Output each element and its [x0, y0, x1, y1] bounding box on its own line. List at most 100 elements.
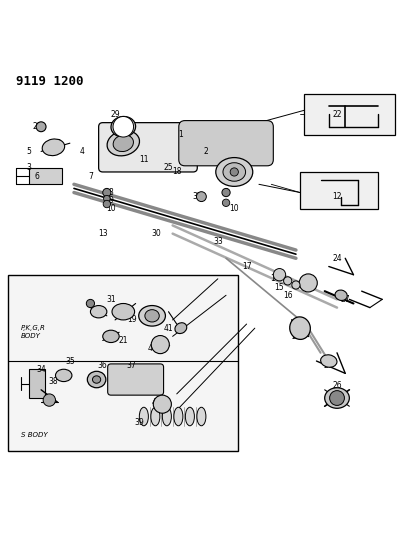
- Ellipse shape: [92, 376, 101, 383]
- Ellipse shape: [197, 407, 206, 426]
- Text: 31: 31: [106, 295, 116, 304]
- FancyBboxPatch shape: [179, 120, 273, 166]
- Text: 11: 11: [139, 155, 149, 164]
- Text: 23: 23: [291, 332, 301, 341]
- Text: 41: 41: [164, 324, 173, 333]
- Text: 6: 6: [35, 172, 39, 181]
- Text: 36: 36: [98, 361, 108, 370]
- Ellipse shape: [162, 407, 171, 426]
- Circle shape: [104, 196, 110, 202]
- Ellipse shape: [290, 317, 310, 340]
- Bar: [300, 172, 378, 209]
- Ellipse shape: [139, 407, 148, 426]
- Ellipse shape: [139, 305, 165, 326]
- Ellipse shape: [175, 323, 187, 334]
- Circle shape: [113, 117, 134, 137]
- Text: 29: 29: [110, 110, 120, 119]
- Circle shape: [292, 281, 300, 289]
- Text: 5: 5: [26, 147, 31, 156]
- Circle shape: [43, 394, 55, 406]
- Ellipse shape: [185, 407, 194, 426]
- Ellipse shape: [107, 131, 139, 156]
- Text: 2: 2: [203, 147, 208, 156]
- Text: 24: 24: [332, 254, 342, 263]
- Text: 15: 15: [275, 282, 284, 292]
- Text: 32: 32: [192, 192, 202, 201]
- Text: 28: 28: [32, 122, 42, 131]
- Text: 34: 34: [36, 365, 46, 374]
- Circle shape: [86, 300, 95, 308]
- Text: 10: 10: [106, 205, 116, 213]
- Ellipse shape: [174, 407, 183, 426]
- Text: 4: 4: [80, 147, 85, 156]
- Circle shape: [103, 188, 111, 197]
- Text: 19: 19: [127, 316, 136, 325]
- Text: 20: 20: [151, 316, 161, 325]
- Ellipse shape: [113, 135, 134, 151]
- Text: 3: 3: [26, 163, 31, 172]
- Text: 16: 16: [283, 291, 293, 300]
- Text: 18: 18: [172, 167, 182, 176]
- Ellipse shape: [151, 407, 160, 426]
- FancyBboxPatch shape: [99, 123, 197, 172]
- Circle shape: [153, 395, 171, 413]
- Text: 8: 8: [109, 188, 113, 197]
- Circle shape: [273, 269, 286, 281]
- Bar: [29, 168, 62, 184]
- Text: 1: 1: [178, 131, 183, 140]
- Circle shape: [151, 336, 169, 353]
- Ellipse shape: [223, 163, 245, 181]
- Ellipse shape: [325, 387, 349, 408]
- Bar: [8, 274, 238, 451]
- Bar: [304, 94, 395, 135]
- Circle shape: [330, 391, 344, 406]
- Text: 27: 27: [340, 295, 350, 304]
- Text: 9: 9: [109, 196, 113, 205]
- Ellipse shape: [90, 305, 107, 318]
- Circle shape: [284, 277, 292, 285]
- Ellipse shape: [321, 355, 337, 367]
- Circle shape: [299, 274, 317, 292]
- Ellipse shape: [42, 139, 65, 156]
- Text: 14: 14: [270, 274, 280, 284]
- Text: 24: 24: [324, 361, 334, 370]
- Text: 7: 7: [88, 172, 93, 181]
- Text: 39: 39: [135, 418, 145, 427]
- Text: 38: 38: [48, 377, 58, 386]
- Text: 37: 37: [127, 361, 136, 370]
- Text: 30: 30: [151, 229, 161, 238]
- Text: 33: 33: [213, 237, 223, 246]
- Text: 9119 1200: 9119 1200: [16, 75, 84, 88]
- Text: P,K,G,R: P,K,G,R: [21, 325, 46, 331]
- Text: 7: 7: [55, 139, 60, 148]
- Text: S BODY: S BODY: [21, 432, 47, 438]
- Text: BODY: BODY: [21, 333, 40, 340]
- Circle shape: [196, 192, 206, 201]
- Circle shape: [222, 199, 230, 206]
- Text: 35: 35: [65, 357, 75, 366]
- Text: 40: 40: [147, 344, 157, 353]
- Ellipse shape: [103, 330, 119, 343]
- Text: 8: 8: [224, 188, 229, 197]
- Ellipse shape: [111, 117, 136, 137]
- Ellipse shape: [216, 158, 253, 187]
- Text: 22: 22: [332, 110, 342, 119]
- Ellipse shape: [87, 372, 106, 387]
- Text: 17: 17: [242, 262, 252, 271]
- Ellipse shape: [55, 369, 72, 382]
- Circle shape: [222, 188, 230, 197]
- Text: 10: 10: [229, 205, 239, 213]
- Text: 21: 21: [118, 336, 128, 345]
- Ellipse shape: [230, 168, 238, 176]
- Ellipse shape: [112, 303, 135, 320]
- Circle shape: [36, 122, 46, 132]
- Text: 40: 40: [151, 398, 161, 407]
- Text: 13: 13: [98, 229, 108, 238]
- Text: 12: 12: [332, 192, 342, 201]
- Text: 25: 25: [164, 163, 173, 172]
- Ellipse shape: [145, 310, 159, 322]
- Bar: [29, 369, 45, 398]
- FancyBboxPatch shape: [108, 364, 164, 395]
- Circle shape: [103, 200, 111, 208]
- Text: 26: 26: [332, 381, 342, 390]
